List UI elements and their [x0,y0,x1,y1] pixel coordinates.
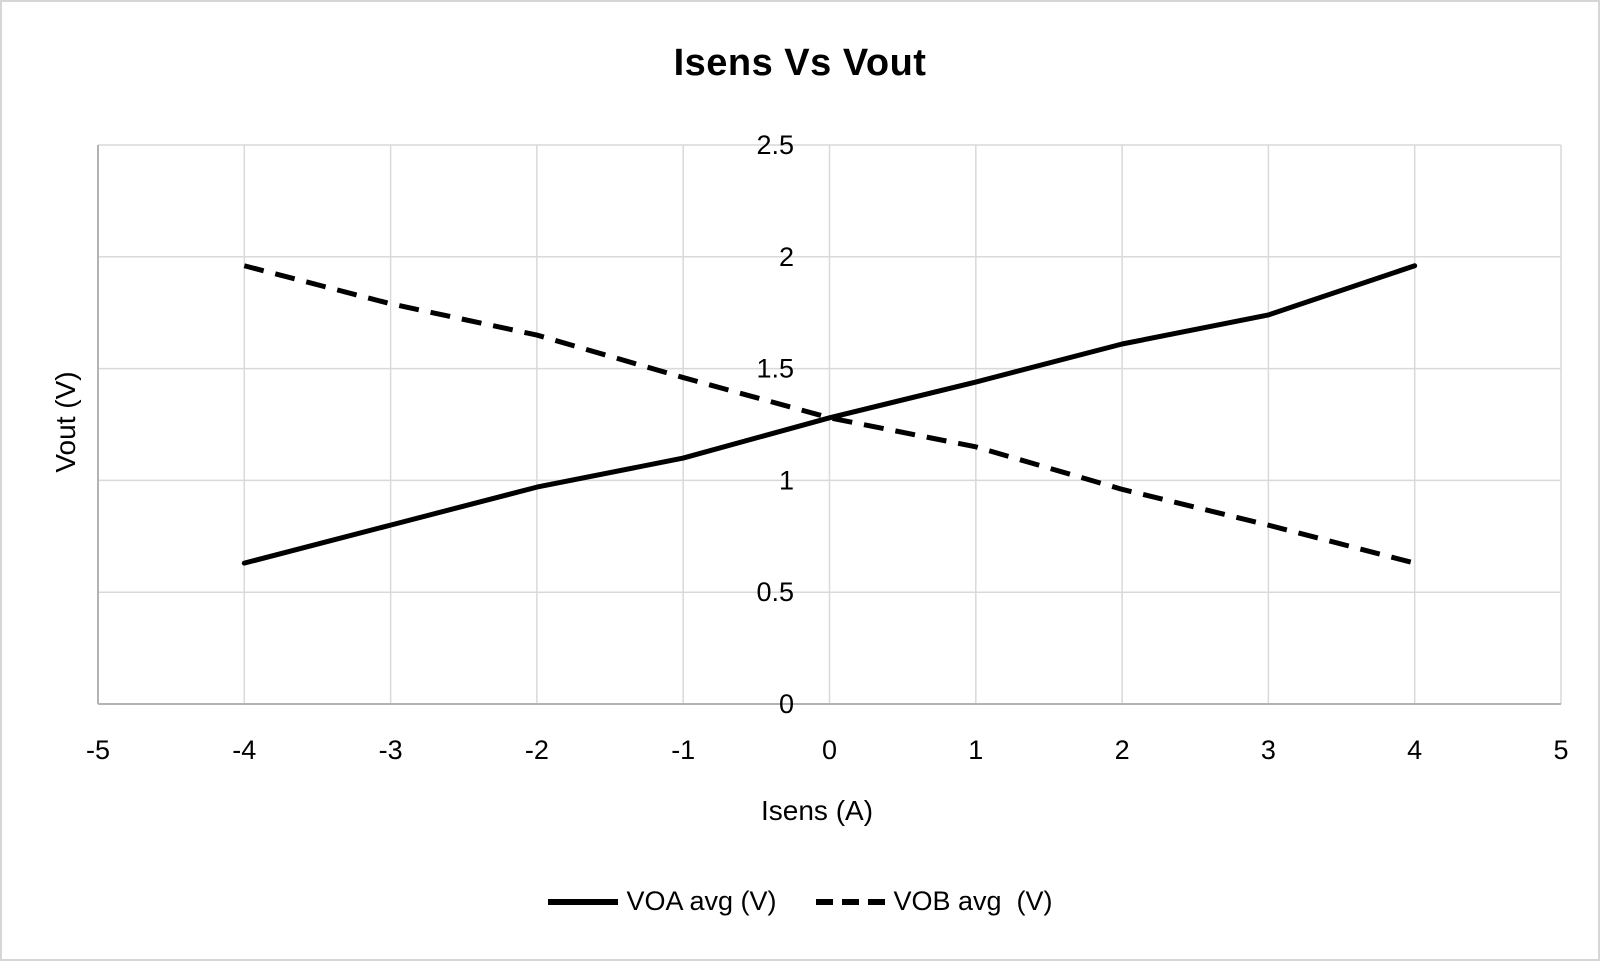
series-lines [241,263,1418,566]
axis-tick-labels: -5 -4 -3 -2 -1 0 1 2 3 4 5 0 0.5 1 1.5 2 2.5 [86,130,1569,765]
chart-title: Isens Vs Vout [673,42,927,84]
x-tick-label: 5 [1553,735,1568,765]
x-tick-label: 1 [968,735,983,765]
y-tick-label: 1 [779,465,794,495]
series-line-voa [241,263,1418,566]
y-tick-label: 0.5 [756,577,794,607]
solid-line-swatch [548,898,619,905]
x-tick-label: 0 [822,735,837,765]
x-tick-label: -3 [379,735,403,765]
x-tick-label: 2 [1115,735,1130,765]
x-tick-label: -5 [86,735,110,765]
legend-item-vob: VOB avg (V) [815,886,1053,917]
y-tick-label: 0 [779,689,794,719]
x-tick-label: -2 [525,735,549,765]
gridlines [97,144,1562,705]
x-tick-label: -1 [671,735,695,765]
x-tick-label: 3 [1261,735,1276,765]
y-tick-label: 1.5 [756,354,794,384]
legend: VOA avg (V) VOB avg (V) [2,886,1598,917]
y-tick-label: 2 [779,242,794,272]
y-axis-title-text: Vout (V) [50,371,81,473]
legend-item-voa: VOA avg (V) [547,886,777,917]
y-tick-label: 2.5 [756,130,794,160]
dashed-line-swatch [815,898,886,905]
x-tick-label: -4 [232,735,256,765]
x-axis-title: Isens (A) [760,795,874,826]
legend-label-voa: VOA avg (V) [626,886,777,916]
series-line-vob [243,263,1416,566]
axis-lines [97,145,1561,705]
x-tick-label: 4 [1407,735,1422,765]
legend-label-vob: VOB avg (V) [893,886,1053,916]
